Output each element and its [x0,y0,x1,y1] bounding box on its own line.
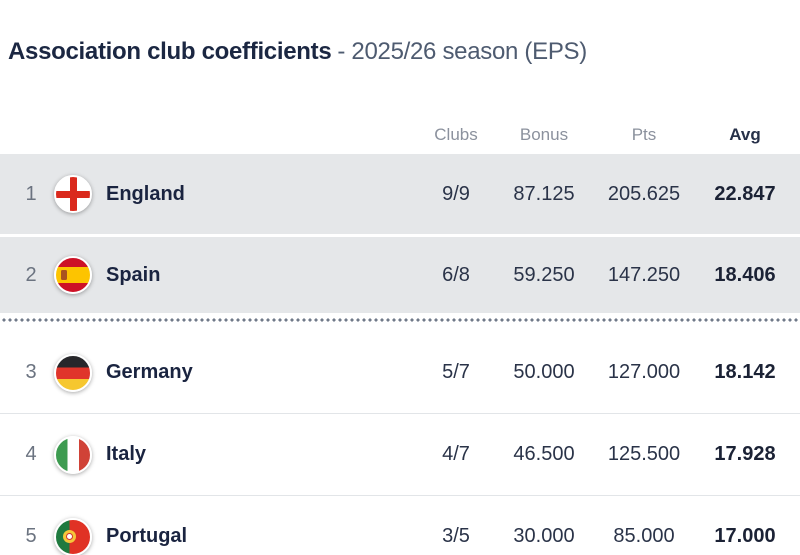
spain-flag-icon [54,256,92,294]
table-row-spain[interactable]: 2 Spain 6/8 59.250 147.250 18.406 [0,237,800,313]
avg-value: 17.928 [714,443,776,465]
spain-crest [61,270,67,280]
england-flag-icon [54,175,92,213]
cutoff-separator [0,318,800,332]
clubs-value: 3/5 [442,525,470,547]
country-name: Spain [106,263,161,286]
country-name: Germany [106,361,193,383]
table-row-portugal[interactable]: 5 Portugal 3/5 30.000 85.000 17.000 [0,496,800,555]
portugal-emblem [63,530,77,543]
bonus-value: 50.000 [513,361,575,383]
coefficients-page: Association club coefficients - 2025/26 s… [0,36,800,555]
rank-number: 5 [25,525,37,547]
rank-number: 1 [25,182,37,205]
page-title: Association club coefficients - 2025/26 s… [8,36,800,68]
table-row-germany[interactable]: 3 Germany 5/7 50.000 127.000 18.142 [0,332,800,414]
avg-value: 18.142 [714,361,776,383]
cutoff-dotted-line [0,318,800,322]
italy-flag-icon [54,435,92,474]
pts-value: 125.500 [607,443,681,465]
bonus-value: 46.500 [513,443,575,465]
england-cross-horizontal [56,190,90,198]
avg-value: 18.406 [714,263,776,286]
bonus-value: 59.250 [513,263,575,286]
avg-value: 17.000 [714,525,776,547]
column-header-avg: Avg [729,125,761,144]
rank-number: 3 [25,361,37,383]
country-name: Italy [106,443,147,465]
pts-value: 85.000 [613,525,675,547]
pts-value: 147.250 [607,263,681,286]
clubs-value: 5/7 [442,361,470,383]
column-header-clubs: Clubs [434,125,478,144]
column-header-pts: Pts [631,125,657,144]
table-header-row: Clubs Bonus Pts Avg [0,105,800,154]
bonus-value: 87.125 [513,182,575,205]
portugal-flag-icon [54,517,92,555]
clubs-value: 6/8 [442,263,470,286]
pts-value: 127.000 [607,361,681,383]
portugal-emblem-shield [66,533,74,540]
title-main: Association club coefficients [8,38,332,65]
rank-number: 2 [25,263,37,286]
table-row-england[interactable]: 1 England 9/9 87.125 205.625 22.847 [0,154,800,234]
rank-number: 4 [25,443,37,465]
table-row-italy[interactable]: 4 Italy 4/7 46.500 125.500 17.928 [0,414,800,496]
germany-flag-icon [54,353,92,392]
clubs-value: 4/7 [442,443,470,465]
column-header-bonus: Bonus [519,125,569,144]
title-suffix: - 2025/26 season (EPS) [337,38,587,65]
pts-value: 205.625 [607,182,681,205]
bonus-value: 30.000 [513,525,575,547]
country-name: Portugal [106,525,188,547]
country-name: England [106,182,185,205]
avg-value: 22.847 [714,182,776,205]
clubs-value: 9/9 [442,182,470,205]
